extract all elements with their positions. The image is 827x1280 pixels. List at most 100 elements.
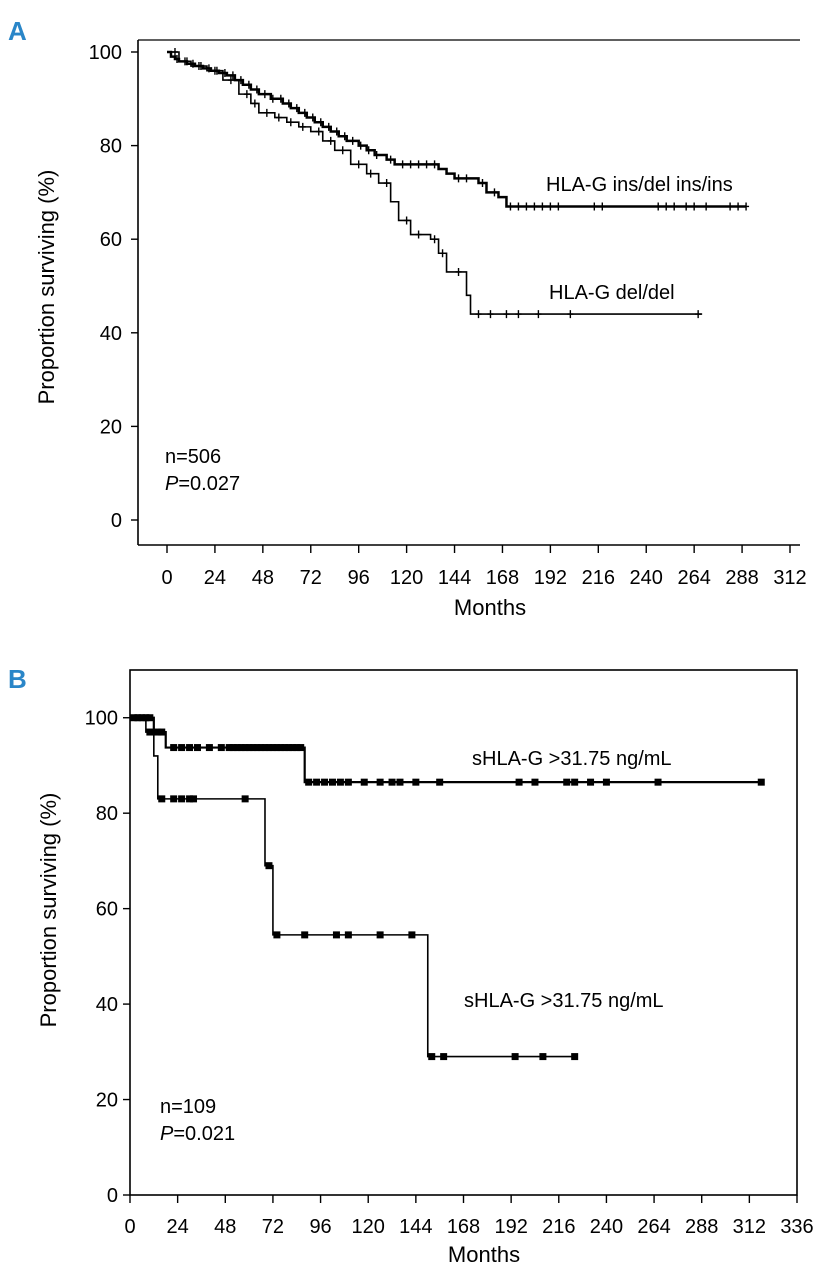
panel-b-x-tick-labels: 0 24 48 72 96 120 144 168 192 216 240 264 288 312 336: [124, 1216, 813, 1238]
panel-b-series-0-censor-mark: [293, 744, 301, 752]
panel-a-series-1-censor-mark: [171, 48, 178, 56]
panel-a-x-tick-labels: 0 24 48 72 96 120 144 168 192 216 240 264 288 312: [161, 567, 806, 589]
panel-a-series-0-censor-mark: [727, 202, 734, 211]
panel-b-series-1-censor-mark: [186, 795, 194, 803]
panel-a: A 0 24 48 72 96 120 144 168 192 216 240 264 288 312 0…: [8, 16, 807, 620]
panel-a-series-0-censor-mark: [341, 132, 348, 141]
panel-b-series-1-censor-mark: [301, 931, 309, 939]
panel-a-series-0-censor-mark: [735, 202, 742, 211]
panel-a-series-0-censor-mark: [703, 202, 710, 211]
panel-b-series-0-censor-mark: [602, 778, 610, 786]
panel-b-series-0-censor-mark: [328, 778, 336, 786]
panel-a-y-tick-label: 100: [89, 42, 122, 64]
panel-a-series-0-censor-mark: [491, 188, 498, 197]
panel-a-series-1-censor-mark: [263, 108, 270, 117]
panel-a-series-label-deldel: HLA-G del/del: [549, 282, 675, 304]
panel-b-x-tick-label: 24: [167, 1216, 189, 1238]
panel-a-series-0-censor-mark: [333, 127, 340, 136]
panel-b-series-1-censor-mark: [571, 1053, 579, 1061]
panel-a-series-1-censor-mark: [211, 66, 218, 75]
panel-b-series-0-censor-mark: [531, 778, 539, 786]
panel-b-y-tick-label: 80: [96, 803, 118, 825]
panel-b-series-1-censor-mark: [332, 931, 340, 939]
panel-a-series-1-censor-mark: [503, 310, 510, 319]
panel-a-p-value: =0.027: [178, 473, 240, 495]
panel-b-x-tick-label: 240: [590, 1216, 623, 1238]
panel-b-series-0-censor-mark: [305, 778, 313, 786]
panel-b-series-label-high: sHLA-G >31.75 ng/mL: [472, 748, 672, 770]
panel-b-series-0-censor-mark: [563, 778, 571, 786]
panel-a-series-0-censor-mark: [277, 94, 284, 103]
panel-a-series-0-censor-mark: [373, 150, 380, 159]
panel-b-series-0-censor-mark: [321, 778, 329, 786]
panel-a-series-0-censor-mark: [547, 202, 554, 211]
panel-a-series-0-censor-mark: [415, 160, 422, 169]
panel-a-y-axis-title: Proportion surviving (%): [34, 170, 59, 405]
panel-a-series-0-censor-mark: [463, 174, 470, 183]
panel-a-series-0-censor-mark: [229, 71, 236, 80]
panel-a-series-1-censor-mark: [227, 76, 234, 85]
panel-a-series-0-censor-mark: [365, 146, 372, 155]
panel-a-series-1-censor-mark: [415, 230, 422, 239]
panel-b-series-0-censor-mark: [154, 728, 162, 736]
panel-b-series-0-censor-mark: [245, 744, 253, 752]
panel-a-series-0-censor-mark: [293, 104, 300, 113]
panel-b-series-1-censor-mark: [344, 931, 352, 939]
panel-b-p-symbol: P: [160, 1123, 174, 1145]
panel-b-y-tick-label: 40: [96, 994, 118, 1016]
panel-a-series: [167, 48, 750, 319]
panel-a-series-1-censor-mark: [567, 310, 574, 319]
panel-a-series-1-censor-mark: [455, 267, 462, 276]
panel-a-series-0-censor-mark: [479, 179, 486, 188]
panel-b-series-0-censor-mark: [571, 778, 579, 786]
panel-a-series-label-insdel: HLA-G ins/del ins/ins: [546, 174, 733, 196]
panel-b-y-tick-label: 100: [85, 708, 118, 730]
panel-a-n-annotation: n=506: [165, 446, 221, 468]
panel-b-series-0-censor-mark: [253, 744, 261, 752]
panel-a-series-0-censor-mark: [431, 160, 438, 169]
panel-a-letter: A: [8, 16, 27, 46]
panel-a-series-1-censor-mark: [439, 249, 446, 258]
panel-b-y-tick-label: 20: [96, 1090, 118, 1112]
panel-a-series-1-censor-mark: [251, 99, 258, 108]
panel-a-series-1-censor-mark: [315, 127, 322, 136]
panel-b-series-1-censor-mark: [408, 931, 416, 939]
panel-a-x-tick-label: 0: [161, 567, 172, 589]
panel-b-series-0-censor-mark: [297, 744, 305, 752]
panel-a-series-1-censor-mark: [287, 118, 294, 127]
panel-b-series-0-censor-mark: [249, 744, 257, 752]
panel-b-p-annotation: P=0.021: [160, 1123, 235, 1145]
panel-b-x-tick-label: 168: [447, 1216, 480, 1238]
panel-b-x-tick-label: 336: [780, 1216, 813, 1238]
panel-a-series-1-censor-mark: [535, 310, 542, 319]
panel-a-series-1-censor-mark: [515, 310, 522, 319]
panel-b-x-tick-label: 72: [262, 1216, 284, 1238]
panel-a-series-0-censor-mark: [253, 85, 260, 94]
panel-a-series-1-censor-mark: [355, 160, 362, 169]
panel-b-series-0-censor-mark: [360, 778, 368, 786]
panel-b-series-1-censor-mark: [146, 728, 154, 736]
panel-a-x-tick-label: 120: [390, 567, 423, 589]
panel-b-x-tick-label: 0: [124, 1216, 135, 1238]
panel-a-series-0-censor-mark: [683, 202, 690, 211]
panel-a-x-tick-label: 240: [630, 567, 663, 589]
panel-a-y-tick-label: 60: [100, 229, 122, 251]
panel-a-series-0-censor-mark: [387, 155, 394, 164]
panel-a-series-0-censor-mark: [269, 94, 276, 103]
panel-a-p-symbol: P: [165, 473, 179, 495]
panel-b-y-tick-labels: 0 20 40 60 80 100: [85, 708, 118, 1207]
panel-a-series-0-censor-mark: [531, 202, 538, 211]
panel-b-series-0-censor-mark: [515, 778, 523, 786]
panel-b-series-1-censor-mark: [376, 931, 384, 939]
panel-a-series-0-censor-mark: [285, 99, 292, 108]
panel-a-series-1-censor-mark: [183, 57, 190, 66]
panel-b-series: [130, 714, 765, 1061]
panel-a-series-0-censor-mark: [309, 113, 316, 122]
panel-b-x-tick-label: 144: [399, 1216, 432, 1238]
panel-b-series-0-censor-mark: [225, 744, 233, 752]
panel-a-series-0-censor-mark: [357, 141, 364, 150]
panel-a-x-tick-label: 24: [204, 567, 226, 589]
panel-b-x-tick-label: 216: [542, 1216, 575, 1238]
panel-b-series-1-censor-mark: [265, 862, 273, 870]
